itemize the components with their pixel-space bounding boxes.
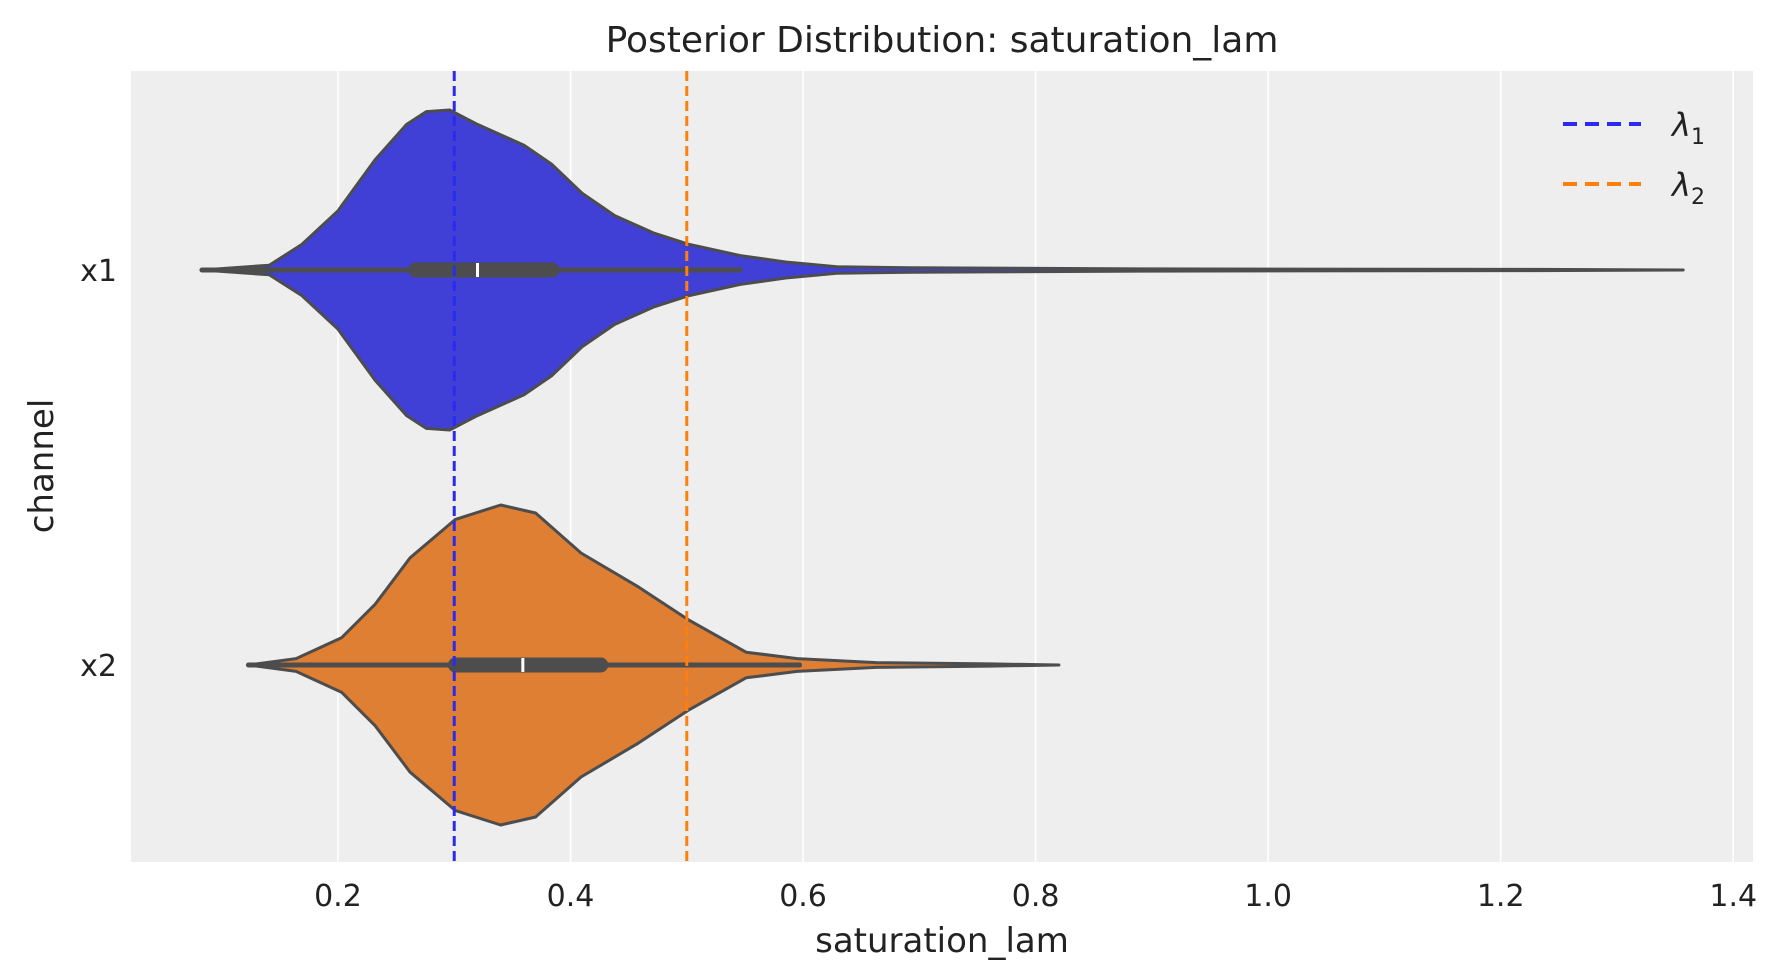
legend-subscript: 1 xyxy=(1691,125,1705,150)
legend-subscript: 2 xyxy=(1691,185,1705,210)
x-tick-label: 1.2 xyxy=(1477,879,1525,914)
reference-lines xyxy=(452,71,689,862)
violin-x1 xyxy=(200,108,1685,432)
y-tick-label: x2 xyxy=(80,649,117,684)
x-tick-label: 0.2 xyxy=(314,879,362,914)
y-axis-label: channel xyxy=(22,399,62,534)
violins xyxy=(199,108,1685,827)
x-axis-label: saturation_lam xyxy=(815,921,1069,961)
legend-label: λ2 xyxy=(1670,166,1705,210)
chart-title: Posterior Distribution: saturation_lam xyxy=(606,20,1279,61)
x-tick-label: 0.6 xyxy=(779,879,827,914)
x-tick-label: 1.0 xyxy=(1244,879,1292,914)
x-tick-label: 0.4 xyxy=(547,879,595,914)
x-tick-label: 1.4 xyxy=(1709,879,1757,914)
x-tick-label: 0.8 xyxy=(1012,879,1060,914)
y-tick-labels: x1 x2 xyxy=(80,254,117,684)
x-tick-labels: 0.2 0.4 0.6 0.8 1.0 1.2 1.4 xyxy=(314,879,1757,914)
y-tick-label: x1 xyxy=(80,254,117,289)
